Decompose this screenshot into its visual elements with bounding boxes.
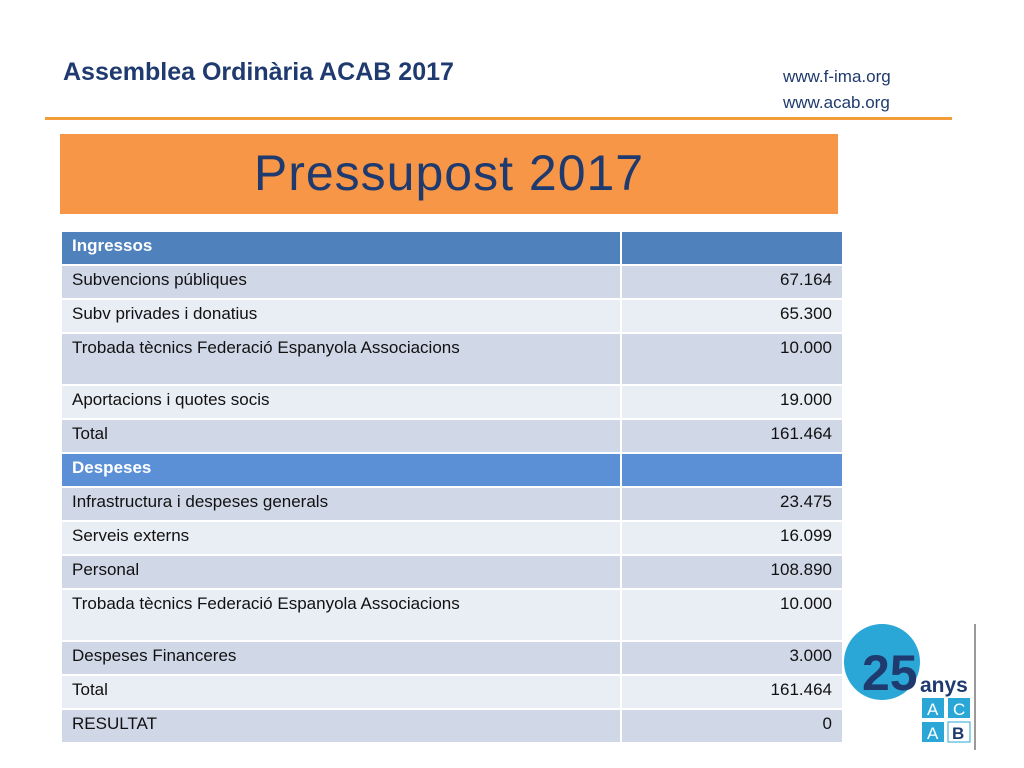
url-acab[interactable]: www.acab.org: [783, 93, 890, 112]
row-amount: 65.300: [620, 298, 844, 334]
table-row: Personal 108.890: [60, 554, 844, 590]
row-amount: 10.000: [620, 332, 844, 386]
row-amount: 161.464: [620, 674, 844, 710]
row-label: Total: [60, 418, 622, 454]
row-amount: 3.000: [620, 640, 844, 676]
logo-word: anys: [920, 674, 968, 697]
table-row: Trobada tècnics Federació Espanyola Asso…: [60, 588, 844, 642]
row-amount: 67.164: [620, 264, 844, 300]
row-label: Despeses Financeres: [60, 640, 622, 676]
table-row-total: Total 161.464: [60, 674, 844, 710]
logo-letter-a1: A: [927, 700, 939, 719]
row-amount: 23.475: [620, 486, 844, 522]
logo-edge-line: [974, 624, 976, 750]
table-row: Infrastructura i despeses generals 23.47…: [60, 486, 844, 522]
row-label: Total: [60, 674, 622, 710]
logo-graphic: 25 anys A C A B: [844, 624, 976, 750]
row-label: Aportacions i quotes socis: [60, 384, 622, 420]
table-row: Aportacions i quotes socis 19.000: [60, 384, 844, 420]
logo-box-c: [948, 698, 970, 718]
table-row: Subv privades i donatius 65.300: [60, 298, 844, 334]
title-banner: Pressupost 2017: [60, 134, 838, 214]
row-label: Subv privades i donatius: [60, 298, 622, 334]
row-label: Trobada tècnics Federació Espanyola Asso…: [60, 332, 622, 386]
url-f-ima[interactable]: www.f-ima.org: [783, 67, 891, 86]
logo-letter-c: C: [953, 700, 965, 719]
logo-letter-b: B: [952, 724, 964, 743]
row-amount: 108.890: [620, 554, 844, 590]
section-label: Despeses: [60, 452, 622, 488]
row-amount: 0: [620, 708, 844, 744]
row-amount: 19.000: [620, 384, 844, 420]
logo-box-a2: [922, 722, 944, 742]
section-label: Ingressos: [60, 230, 622, 266]
header-divider: [45, 117, 952, 120]
table-row: Despeses Financeres 3.000: [60, 640, 844, 676]
section-amount-empty: [620, 230, 844, 266]
acab-25-anys-logo: 25 anys A C A B: [842, 624, 982, 750]
logo-box-a1: [922, 698, 944, 718]
website-links: www.f-ima.org www.acab.org: [783, 64, 891, 116]
table-row-resultat: RESULTAT 0: [60, 708, 844, 744]
row-label: Personal: [60, 554, 622, 590]
row-label: Subvencions públiques: [60, 264, 622, 300]
banner-title: Pressupost 2017: [253, 145, 645, 201]
document-title: Assemblea Ordinària ACAB 2017: [63, 58, 454, 86]
logo-letter-a2: A: [927, 724, 939, 743]
section-header-despeses: Despeses: [60, 452, 844, 488]
row-label: Trobada tècnics Federació Espanyola Asso…: [60, 588, 622, 642]
table-row-total: Total 161.464: [60, 418, 844, 454]
logo-circle: [844, 624, 920, 700]
table-row: Trobada tècnics Federació Espanyola Asso…: [60, 332, 844, 386]
logo-number: 25: [862, 645, 918, 701]
row-amount: 16.099: [620, 520, 844, 556]
row-amount: 161.464: [620, 418, 844, 454]
row-label: RESULTAT: [60, 708, 622, 744]
row-amount: 10.000: [620, 588, 844, 642]
table-row: Subvencions públiques 67.164: [60, 264, 844, 300]
section-header-ingressos: Ingressos: [60, 230, 844, 266]
budget-table: Ingressos Subvencions públiques 67.164 S…: [60, 230, 844, 744]
row-label: Infrastructura i despeses generals: [60, 486, 622, 522]
table-row: Serveis externs 16.099: [60, 520, 844, 556]
logo-box-b: [947, 721, 971, 743]
row-label: Serveis externs: [60, 520, 622, 556]
section-amount-empty: [620, 452, 844, 488]
